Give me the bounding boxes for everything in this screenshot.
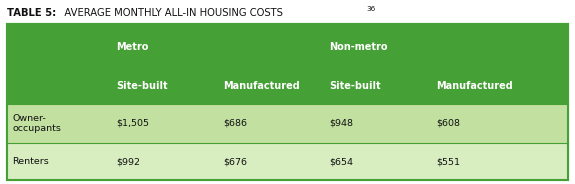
- Text: AVERAGE MONTHLY ALL-IN HOUSING COSTS: AVERAGE MONTHLY ALL-IN HOUSING COSTS: [55, 8, 282, 18]
- Text: Manufactured: Manufactured: [436, 82, 513, 91]
- Text: Site-built: Site-built: [329, 82, 381, 91]
- Text: $676: $676: [223, 157, 247, 166]
- Text: TABLE 5:: TABLE 5:: [7, 8, 56, 18]
- Text: Renters: Renters: [13, 157, 49, 166]
- Text: $686: $686: [223, 119, 247, 128]
- Text: Non-metro: Non-metro: [329, 42, 388, 52]
- Text: Manufactured: Manufactured: [223, 82, 300, 91]
- Text: Metro: Metro: [116, 42, 149, 52]
- Bar: [7, 143, 568, 180]
- Text: $654: $654: [329, 157, 354, 166]
- Text: $992: $992: [116, 157, 140, 166]
- Bar: [7, 24, 568, 69]
- Text: Owner-
occupants: Owner- occupants: [13, 114, 62, 133]
- Bar: [7, 104, 568, 143]
- Text: $1,505: $1,505: [116, 119, 150, 128]
- Text: $551: $551: [436, 157, 460, 166]
- Text: $948: $948: [329, 119, 354, 128]
- Text: 36: 36: [367, 6, 376, 13]
- Text: Site-built: Site-built: [116, 82, 168, 91]
- Text: $608: $608: [436, 119, 460, 128]
- Bar: [7, 69, 568, 104]
